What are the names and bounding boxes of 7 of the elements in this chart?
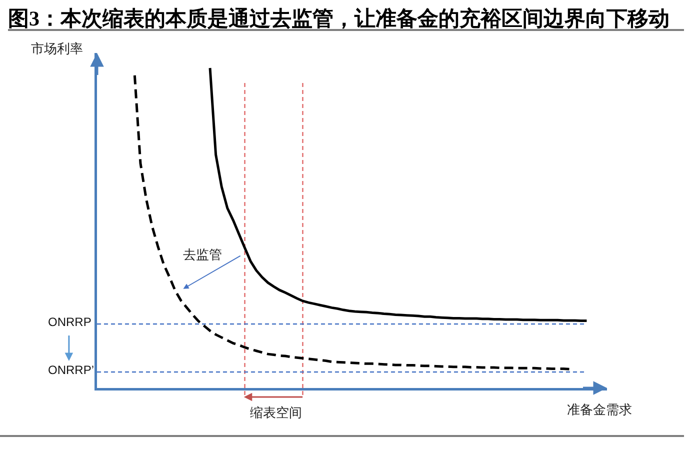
ref-line-label: ONRRP’ [48,363,94,377]
y-axis-title: 市场利率 [31,41,83,56]
x-axis-title: 准备金需求 [567,402,632,417]
ref-line-label: ONRRP [48,315,92,329]
annotation: 去监管 [183,247,222,262]
chart-title: 图3：本次缩表的本质是通过去监管，让准备金的充裕区间边界向下移动 [8,6,670,30]
text: 缩表空间 [250,405,302,420]
